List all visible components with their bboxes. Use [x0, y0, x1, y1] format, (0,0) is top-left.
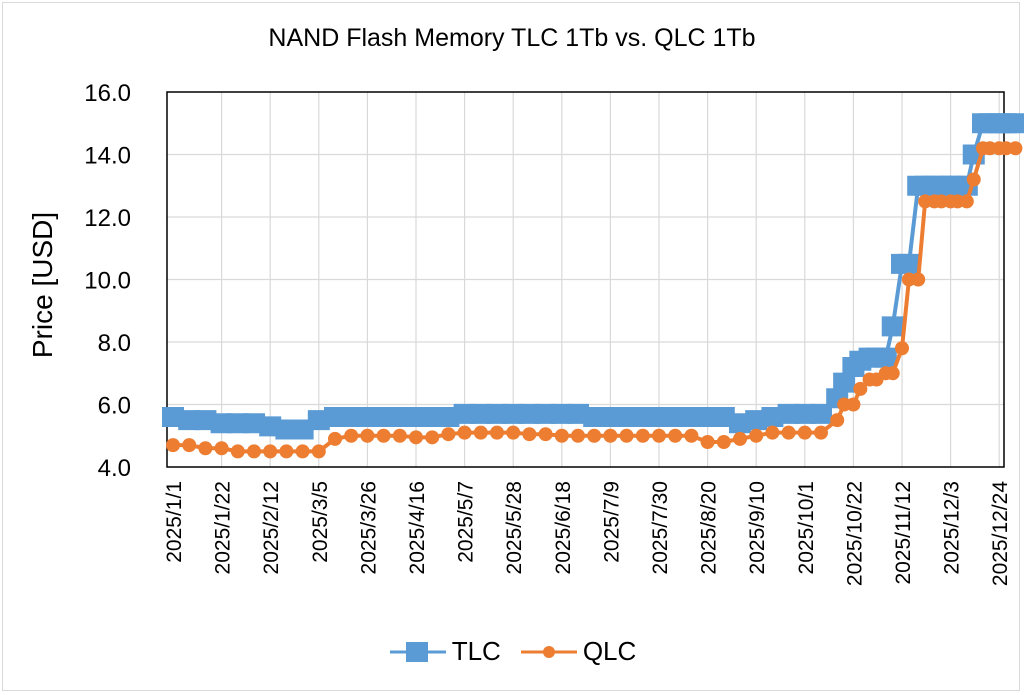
data-point-qlc	[311, 444, 326, 459]
series-line-qlc	[173, 146, 1016, 454]
data-point-qlc	[959, 194, 974, 209]
data-point-qlc	[853, 381, 868, 396]
data-point-tlc	[874, 347, 897, 368]
x-tick-label: 2025/5/28	[503, 481, 526, 574]
x-tick-label: 2025/1/1	[163, 481, 186, 563]
x-tick-label: 2025/2/12	[260, 481, 283, 574]
data-point-qlc	[425, 430, 440, 445]
data-point-tlc	[1004, 113, 1024, 134]
data-point-qlc	[247, 444, 261, 459]
data-point-qlc	[360, 428, 375, 443]
data-point-qlc	[506, 425, 521, 440]
plot-border	[166, 91, 1005, 468]
data-point-qlc	[885, 366, 900, 381]
data-point-qlc	[441, 427, 456, 442]
x-tick-label: 2025/3/26	[357, 481, 380, 574]
data-point-qlc	[797, 425, 812, 440]
data-point-qlc	[668, 428, 683, 443]
legend-label-qlc: QLC	[582, 636, 637, 666]
data-point-qlc	[716, 435, 731, 449]
data-point-qlc	[765, 425, 780, 440]
x-tick-label: 2025/5/7	[455, 481, 478, 563]
data-point-qlc	[214, 441, 229, 456]
data-point-qlc	[198, 441, 213, 456]
chart-title: NAND Flash Memory TLC 1Tb vs. QLC 1Tb	[268, 24, 756, 52]
y-tick-label: 4.0	[98, 455, 131, 482]
data-point-qlc	[457, 425, 472, 440]
y-tick-label: 6.0	[98, 393, 131, 420]
data-point-qlc	[279, 444, 294, 459]
legend-item-qlc[interactable]: QLC	[519, 636, 636, 667]
square-marker-icon	[389, 641, 446, 662]
x-tick-label: 2025/7/30	[649, 481, 672, 574]
data-point-tlc	[810, 403, 832, 424]
data-point-tlc	[897, 253, 920, 274]
data-point-qlc	[635, 428, 650, 443]
data-point-qlc	[473, 425, 488, 440]
data-point-qlc	[652, 428, 666, 443]
data-point-qlc	[895, 341, 909, 356]
legend-label-tlc: TLC	[451, 636, 501, 666]
y-tick-label: 8.0	[98, 330, 131, 357]
data-point-qlc	[684, 428, 699, 443]
data-point-qlc	[409, 430, 423, 445]
data-point-qlc	[700, 435, 715, 449]
data-point-qlc	[166, 438, 180, 453]
data-point-qlc	[490, 425, 504, 440]
x-tick-label: 2025/7/9	[600, 481, 623, 563]
data-point-qlc	[344, 428, 359, 443]
data-point-tlc	[833, 372, 856, 393]
data-point-qlc	[749, 428, 764, 443]
x-tick-label: 2025/11/12	[892, 481, 915, 585]
y-tick-label: 10.0	[84, 268, 131, 295]
x-tick-label: 2025/12/3	[941, 481, 964, 574]
data-point-qlc	[619, 428, 634, 443]
y-tick-label: 16.0	[84, 80, 131, 107]
data-point-qlc	[830, 413, 845, 428]
data-point-qlc	[522, 427, 537, 442]
data-point-qlc	[966, 172, 981, 187]
x-tick-label: 2025/12/24	[989, 481, 1012, 586]
data-point-qlc	[554, 428, 569, 443]
data-point-qlc	[328, 431, 342, 446]
y-tick-label: 12.0	[84, 205, 131, 232]
x-tick-label: 2025/1/22	[212, 481, 235, 574]
data-point-qlc	[846, 397, 861, 412]
y-tick-label: 14.0	[84, 143, 131, 170]
data-point-qlc	[587, 428, 602, 443]
x-tick-label: 2025/6/18	[552, 481, 575, 574]
data-point-qlc	[814, 425, 828, 440]
data-point-qlc	[376, 428, 391, 443]
legend: TLC QLC	[0, 636, 1024, 667]
data-point-qlc	[571, 428, 585, 443]
data-point-qlc	[911, 272, 926, 287]
data-point-tlc	[881, 316, 904, 337]
data-point-qlc	[1008, 141, 1023, 156]
data-point-qlc	[182, 438, 197, 453]
data-point-qlc	[263, 444, 278, 459]
x-tick-label: 2025/4/16	[406, 481, 429, 574]
x-tick-label: 2025/10/1	[795, 481, 818, 574]
x-tick-label: 2025/10/22	[843, 481, 866, 586]
data-point-qlc	[392, 428, 407, 443]
legend-item-tlc[interactable]: TLC	[388, 636, 501, 667]
data-point-qlc	[538, 427, 553, 442]
data-point-qlc	[733, 431, 747, 446]
data-point-qlc	[603, 428, 618, 443]
x-tick-label: 2025/8/20	[698, 481, 721, 574]
data-point-qlc	[295, 444, 310, 459]
series-line-tlc	[172, 121, 1016, 432]
x-tick-label: 2025/9/10	[746, 481, 769, 574]
circle-marker-icon	[520, 645, 577, 658]
data-point-qlc	[230, 444, 245, 459]
data-point-qlc	[781, 425, 796, 440]
x-tick-label: 2025/3/5	[309, 481, 332, 563]
